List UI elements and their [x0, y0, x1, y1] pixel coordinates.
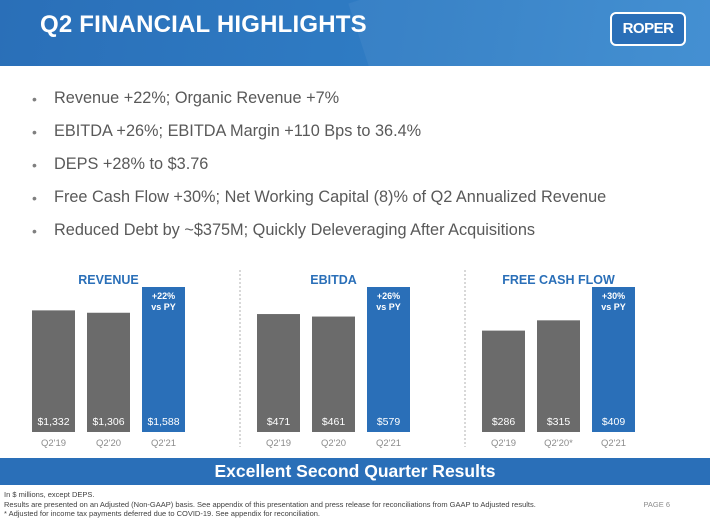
bar-q221	[367, 287, 410, 432]
bullet-icon: •	[32, 222, 37, 239]
bar-value-label: $409	[602, 416, 626, 428]
bar-value-label: $461	[322, 416, 346, 428]
bar-q219	[32, 310, 75, 432]
bullet-icon: •	[32, 90, 37, 107]
page-title: Q2 FINANCIAL HIGHLIGHTS	[40, 11, 367, 38]
x-tick-label: Q2'20*	[544, 438, 573, 449]
page-number: PAGE 6	[643, 500, 670, 509]
x-tick-label: Q2'21	[601, 438, 626, 449]
bar-value-label: $286	[492, 416, 516, 428]
footnotes: In $ millions, except DEPS. Results are …	[4, 490, 536, 519]
roper-logo-icon: ROPER	[610, 12, 686, 46]
list-item: • Free Cash Flow +30%; Net Working Capita…	[32, 181, 692, 214]
growth-annotation: vs PY	[601, 302, 626, 312]
bar-value-label: $315	[547, 416, 571, 428]
bar-q221	[592, 287, 635, 432]
x-tick-label: Q2'19	[266, 438, 291, 449]
footnote: * Adjusted for income tax payments defer…	[4, 509, 321, 518]
x-tick-label: Q2'20	[321, 438, 346, 449]
bar-charts: REVENUE $1,332 Q2'19 $1,306 Q2'20 $1,588 Q2'21…	[32, 270, 635, 449]
footnote: In $ millions, except DEPS.	[4, 490, 95, 499]
growth-annotation: vs PY	[376, 302, 401, 312]
x-tick-label: Q2'21	[376, 438, 401, 449]
bar-q219	[482, 330, 525, 432]
bar-q220	[537, 320, 580, 432]
list-item: • Reduced Debt by ~$375M; Quickly Delever…	[32, 214, 692, 247]
list-item-text: DEPS +28% to $3.76	[54, 155, 209, 173]
bar-value-label: $471	[267, 416, 291, 428]
bar-value-label: $1,306	[92, 416, 124, 428]
growth-annotation: +26%	[377, 291, 400, 301]
list-item-text: Revenue +22%; Organic Revenue +7%	[54, 89, 340, 107]
growth-annotation: vs PY	[151, 302, 176, 312]
bar-value-label: $1,588	[147, 416, 179, 428]
list-item: • EBITDA +26%; EBITDA Margin +110 Bps to …	[32, 115, 692, 148]
x-tick-label: Q2'19	[41, 438, 66, 449]
bar-q219	[257, 314, 300, 432]
chart-title: FREE CASH FLOW	[502, 273, 615, 287]
list-item-text: Free Cash Flow +30%; Net Working Capital…	[54, 188, 607, 206]
x-tick-label: Q2'21	[151, 438, 176, 449]
x-tick-label: Q2'20	[96, 438, 121, 449]
list-item: • DEPS +28% to $3.76	[32, 148, 692, 181]
list-item-text: EBITDA +26%; EBITDA Margin +110 Bps to 3…	[54, 122, 422, 140]
bar-value-label: $579	[377, 416, 401, 428]
growth-annotation: +22%	[152, 291, 175, 301]
bar-value-label: $1,332	[37, 416, 69, 428]
bullet-icon: •	[32, 123, 37, 140]
growth-annotation: +30%	[602, 291, 625, 301]
bar-q221	[142, 287, 185, 432]
chart-title: REVENUE	[78, 273, 138, 287]
list-item-text: Reduced Debt by ~$375M; Quickly Delevera…	[54, 221, 536, 239]
highlights-list: • Revenue +22%; Organic Revenue +7% • EBIT…	[32, 82, 692, 247]
bullet-icon: •	[32, 156, 37, 173]
bar-q220	[87, 312, 130, 432]
list-item: • Revenue +22%; Organic Revenue +7%	[32, 82, 692, 115]
bullet-icon: •	[32, 189, 37, 206]
bottom-banner: Excellent Second Quarter Results	[0, 458, 710, 485]
chart-title: EBITDA	[310, 273, 357, 287]
footnote: Results are presented on an Adjusted (No…	[4, 499, 536, 509]
x-tick-label: Q2'19	[491, 438, 516, 449]
header-bar: Q2 FINANCIAL HIGHLIGHTS	[0, 0, 710, 66]
bar-q220	[312, 316, 355, 432]
